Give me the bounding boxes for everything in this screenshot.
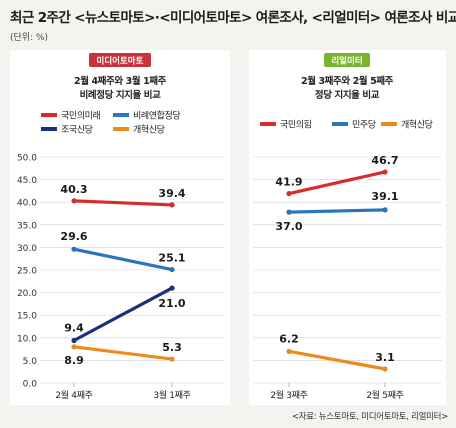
x-tick-label-0: 2월 3째주 xyxy=(270,389,307,401)
data-point-0-0 xyxy=(71,198,77,204)
data-label-0-0: 40.3 xyxy=(60,183,87,196)
data-label-0-0: 41.9 xyxy=(275,176,302,189)
series-line-1 xyxy=(287,208,387,214)
data-point-2-0 xyxy=(71,337,77,344)
data-label-2-1: 21.0 xyxy=(158,297,185,310)
y-tick-label-10: 50.0 xyxy=(17,154,37,164)
data-point-2-0 xyxy=(286,348,292,354)
data-point-2-1 xyxy=(382,366,388,372)
data-point-1-0 xyxy=(71,246,77,252)
chart-subtitle-line1: 2월 4째주와 3월 1째주 xyxy=(74,75,167,87)
x-tick-label-0: 2월 4째주 xyxy=(55,389,92,401)
y-tick-label-6: 30.0 xyxy=(17,244,37,254)
source-badge xyxy=(324,53,370,67)
unit-label: (단위: %) xyxy=(10,33,49,43)
data-point-1-1 xyxy=(169,266,175,273)
data-label-2-0: 9.4 xyxy=(64,322,84,335)
legend-label-1: 비례연합정당 xyxy=(133,111,180,122)
data-point-0-1 xyxy=(382,169,388,175)
series-line-0 xyxy=(287,170,387,196)
source-note: <자료: 뉴스토마토, 미디어토마토, 리얼미터> xyxy=(291,412,448,422)
data-point-0-0 xyxy=(286,191,292,197)
data-point-2-1 xyxy=(169,285,175,291)
y-tick-label-3: 15.0 xyxy=(17,312,37,322)
data-label-1-0: 37.0 xyxy=(275,220,302,233)
series-line-0 xyxy=(72,199,174,207)
series-line-1 xyxy=(72,247,174,272)
data-point-3-1 xyxy=(169,356,175,362)
y-tick-label-7: 35.0 xyxy=(17,221,37,231)
legend-label-2: 개혁신당 xyxy=(401,120,433,131)
data-label-3-0: 8.9 xyxy=(64,354,84,367)
y-tick-label-0: 0.0 xyxy=(23,380,38,390)
data-label-2-1: 3.1 xyxy=(375,351,395,364)
data-label-0-1: 39.4 xyxy=(158,187,185,200)
data-label-1-1: 39.1 xyxy=(371,190,398,203)
y-tick-label-5: 25.0 xyxy=(17,267,37,277)
source-badge xyxy=(89,53,151,67)
source-badge-label: 리얼미터 xyxy=(331,56,362,67)
y-tick-label-8: 40.0 xyxy=(17,199,37,209)
source-badge-label: 미디어토마토 xyxy=(97,56,144,67)
y-tick-label-4: 20.0 xyxy=(17,289,37,299)
x-tick-label-1: 2월 5째주 xyxy=(366,389,403,401)
x-tick-label-1: 3월 1째주 xyxy=(153,389,190,401)
legend-label-2: 조국신당 xyxy=(61,125,93,136)
chart-subtitle-line2: 정당 지지율 비교 xyxy=(315,89,380,101)
data-label-0-1: 46.7 xyxy=(371,154,398,167)
data-label-1-1: 25.1 xyxy=(158,252,185,265)
y-tick-label-1: 5.0 xyxy=(23,357,38,367)
legend-label-0: 국민의미래 xyxy=(61,111,101,122)
chart-subtitle-line1: 2월 3째주와 2월 5째주 xyxy=(301,75,394,87)
series-line-3 xyxy=(72,345,174,361)
data-label-1-0: 29.6 xyxy=(60,230,87,243)
y-tick-label-9: 45.0 xyxy=(17,176,37,186)
legend-label-3: 개혁신당 xyxy=(133,125,165,136)
legend-label-0: 국민의힘 xyxy=(280,120,312,131)
data-point-3-0 xyxy=(71,344,77,350)
chart-subtitle-line2: 비례정당 지지율 비교 xyxy=(80,89,162,101)
data-point-0-1 xyxy=(169,202,175,208)
legend-label-1: 민주당 xyxy=(352,120,376,131)
data-point-1-1 xyxy=(382,207,388,213)
series-line-2 xyxy=(72,286,174,343)
data-point-1-0 xyxy=(286,209,292,215)
page-title: 최근 2주간 <뉴스토마토>·<미디어토마토> 여론조사, <리얼미터> 여론조… xyxy=(10,10,456,26)
y-tick-label-2: 10.0 xyxy=(17,334,37,344)
data-label-3-1: 5.3 xyxy=(162,341,182,354)
data-label-2-0: 6.2 xyxy=(279,332,299,345)
series-line-2 xyxy=(287,349,387,371)
